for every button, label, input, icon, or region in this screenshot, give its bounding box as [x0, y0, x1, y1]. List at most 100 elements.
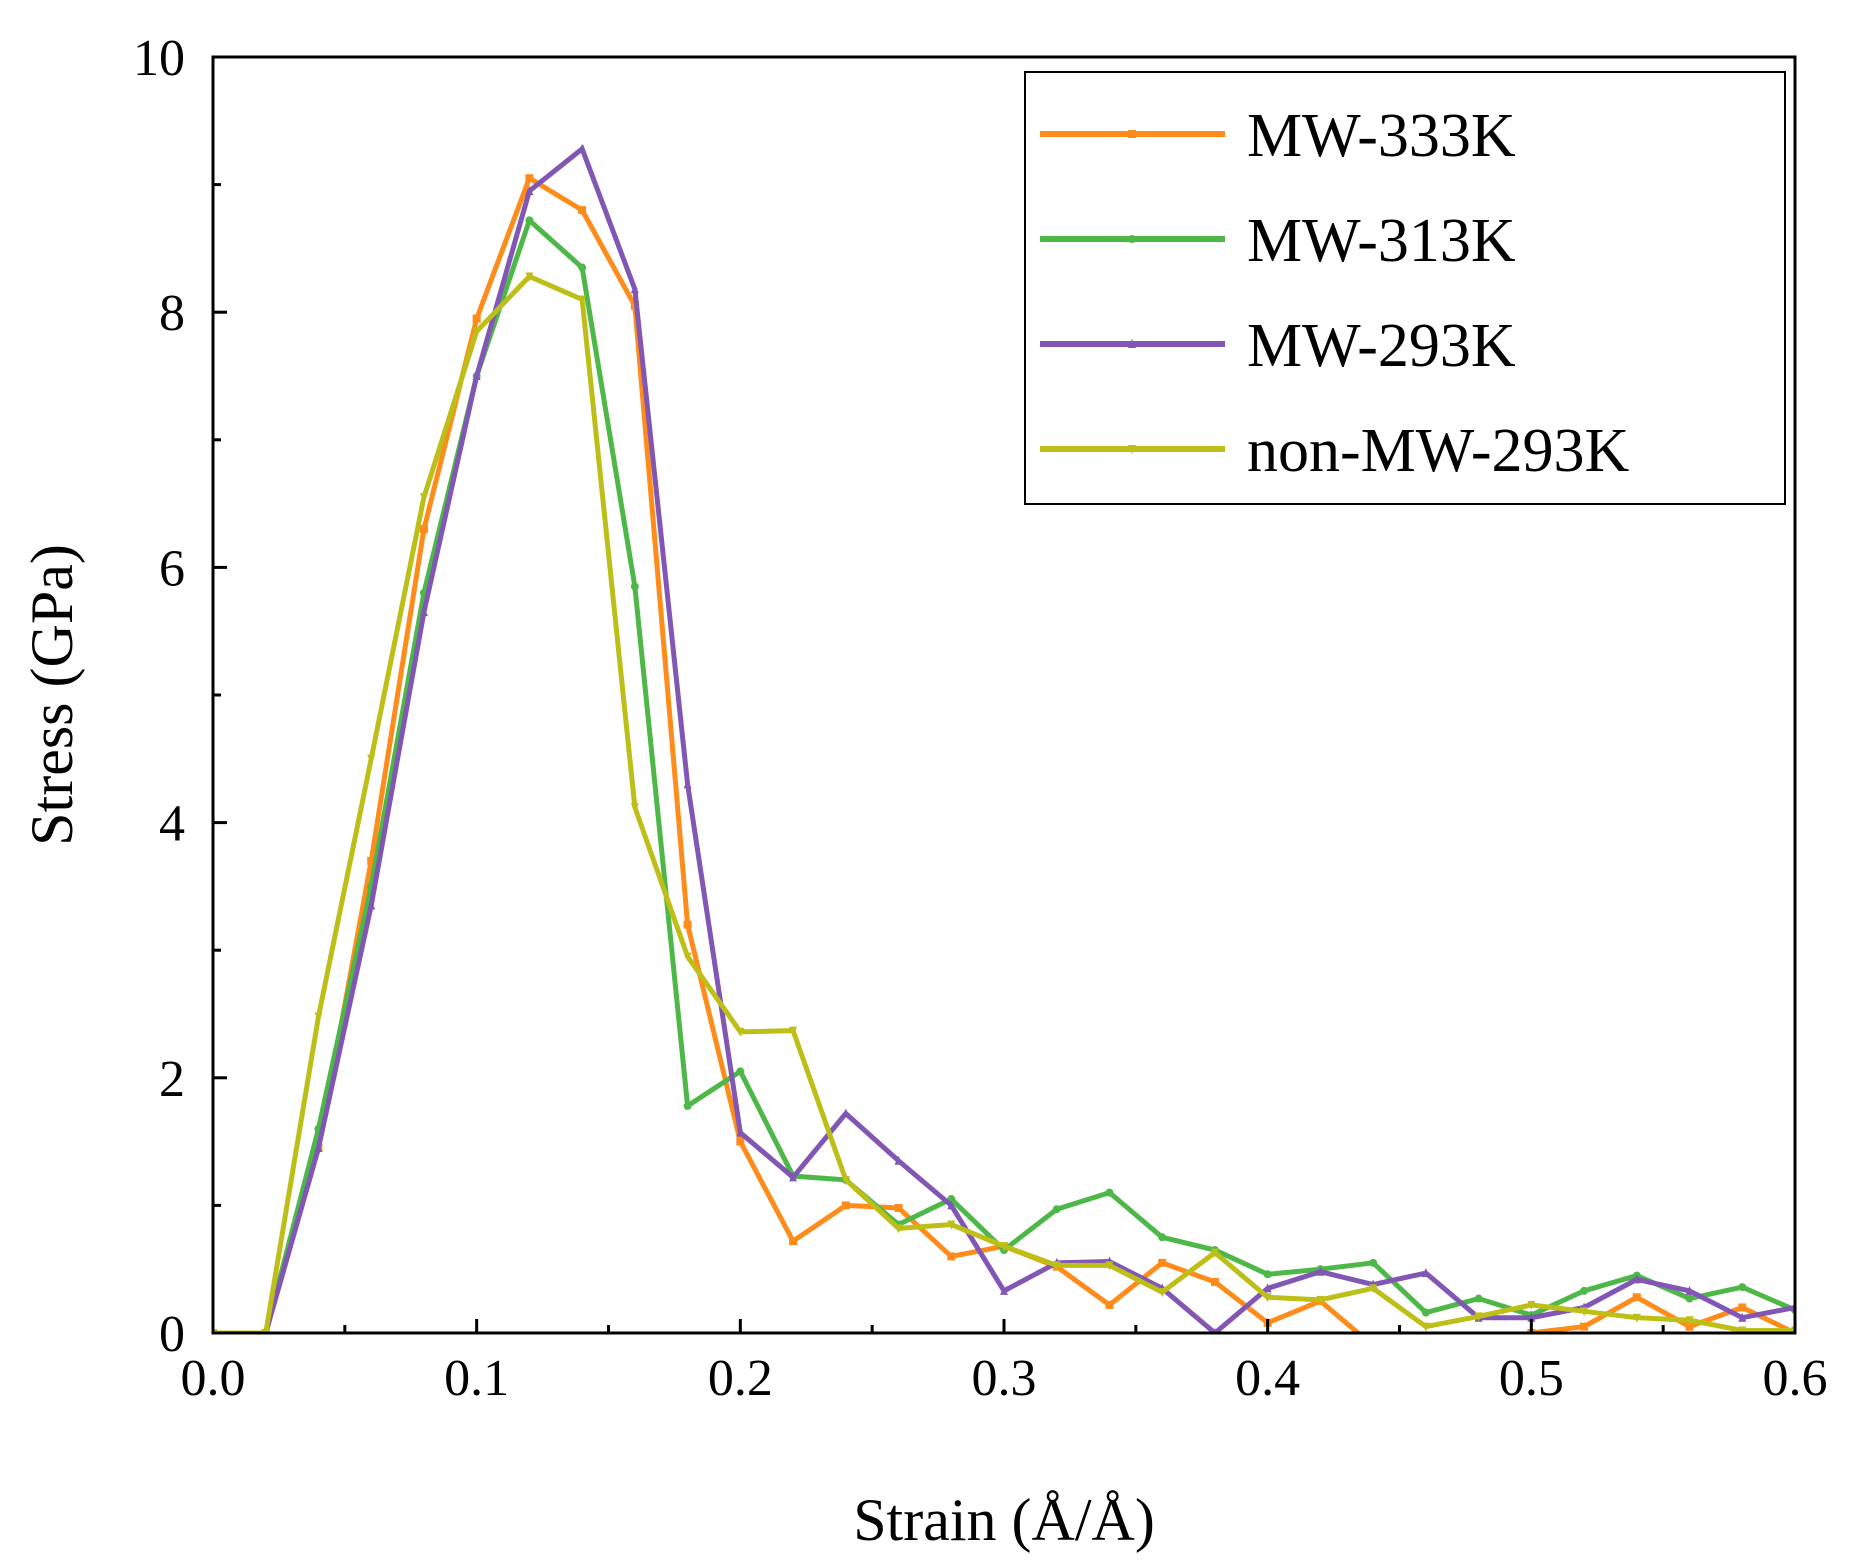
- data-point-non-mw-293k: [947, 1220, 956, 1230]
- data-point-mw-313k: [1158, 1233, 1167, 1242]
- data-point-mw-293k: [789, 1172, 798, 1182]
- data-point-non-mw-293k: [472, 327, 481, 337]
- data-point-non-mw-293k: [894, 1224, 903, 1234]
- data-point-non-mw-293k: [419, 493, 428, 503]
- data-point-mw-313k: [525, 216, 534, 225]
- data-point-mw-333k: [1580, 1322, 1589, 1331]
- data-point-mw-293k: [1316, 1266, 1325, 1276]
- data-point-mw-333k: [1685, 1322, 1694, 1331]
- data-point-mw-313k: [1580, 1286, 1589, 1295]
- data-point-mw-313k: [1369, 1258, 1378, 1267]
- data-point-mw-333k: [1422, 1355, 1430, 1363]
- data-point-mw-313k: [1738, 1283, 1747, 1292]
- data-point-mw-333k: [367, 856, 376, 865]
- x-tick-label: 0.5: [1499, 1350, 1564, 1407]
- data-point-non-mw-293k: [1052, 1261, 1061, 1271]
- data-point-non-mw-293k: [314, 1012, 323, 1022]
- data-point-non-mw-293k: [789, 1026, 798, 1036]
- data-point-mw-333k: [1210, 1277, 1219, 1286]
- x-tick-label: 0.4: [1235, 1350, 1300, 1407]
- data-point-mw-313k: [1263, 1270, 1272, 1279]
- data-point-mw-313k: [1474, 1294, 1483, 1303]
- data-point-non-mw-293k: [1738, 1326, 1747, 1333]
- data-point-non-mw-293k: [1580, 1307, 1589, 1317]
- data-point-mw-313k: [578, 263, 587, 272]
- data-point-mw-293k: [525, 185, 534, 195]
- legend-label-non-mw-293k: non-MW-293K: [1247, 417, 1630, 485]
- y-tick-label: 0: [159, 1306, 185, 1363]
- y-tick-label: 2: [159, 1051, 185, 1108]
- x-tick-label: 0.2: [708, 1350, 773, 1407]
- y-tick-label: 6: [159, 540, 185, 597]
- y-tick-label: 8: [159, 285, 185, 342]
- data-point-mw-313k: [736, 1067, 745, 1076]
- data-point-mw-333k: [683, 920, 692, 929]
- legend-marker-non-mw-293k: [1128, 445, 1136, 454]
- legend-label-mw-313k: MW-313K: [1247, 207, 1516, 275]
- y-tick-label: 10: [133, 30, 185, 87]
- data-point-non-mw-293k: [1685, 1316, 1694, 1326]
- y-tick-label: 4: [159, 796, 185, 853]
- data-point-mw-293k: [367, 900, 376, 910]
- legend-box: [1024, 71, 1786, 505]
- data-point-mw-333k: [525, 174, 534, 183]
- data-point-non-mw-293k: [736, 1027, 745, 1037]
- x-tick-label: 0.3: [972, 1350, 1037, 1407]
- legend-label-mw-333k: MW-333K: [1247, 102, 1516, 170]
- data-point-non-mw-293k: [1527, 1300, 1536, 1310]
- data-point-mw-293k: [1632, 1274, 1641, 1284]
- data-point-mw-293k: [1527, 1312, 1536, 1322]
- data-point-mw-293k: [630, 284, 639, 294]
- data-point-mw-293k: [578, 143, 587, 153]
- data-point-non-mw-293k: [367, 754, 376, 764]
- data-point-mw-313k: [1421, 1308, 1430, 1317]
- x-tick-label: 0.1: [444, 1350, 509, 1407]
- series-mw-293k: [213, 143, 1795, 1333]
- data-point-mw-333k: [1158, 1258, 1167, 1267]
- data-point-non-mw-293k: [1474, 1312, 1483, 1322]
- data-point-non-mw-293k: [1316, 1295, 1325, 1305]
- legend-marker-mw-293k: [1128, 339, 1136, 348]
- legend-marker-mw-313k: [1128, 235, 1136, 243]
- data-point-mw-313k: [630, 582, 639, 591]
- y-axis-title: Stress (GPa): [19, 544, 85, 846]
- data-point-mw-293k: [1738, 1312, 1747, 1322]
- data-point-mw-293k: [1685, 1285, 1694, 1295]
- data-point-mw-293k: [1000, 1285, 1008, 1295]
- data-point-mw-333k: [1738, 1303, 1747, 1312]
- data-point-non-mw-293k: [1369, 1284, 1378, 1294]
- data-point-mw-333k: [1632, 1293, 1641, 1302]
- data-point-non-mw-293k: [1105, 1261, 1114, 1271]
- data-point-mw-293k: [1263, 1283, 1272, 1293]
- data-point-mw-293k: [472, 371, 481, 380]
- data-point-mw-293k: [419, 607, 428, 617]
- data-point-non-mw-293k: [1000, 1242, 1008, 1252]
- data-point-non-mw-293k: [1421, 1322, 1430, 1332]
- data-point-non-mw-293k: [841, 1175, 850, 1185]
- data-point-non-mw-293k: [1263, 1293, 1272, 1303]
- x-tick-label: 0.0: [181, 1350, 246, 1407]
- series-layer: [213, 143, 1795, 1363]
- data-point-mw-293k: [736, 1127, 745, 1137]
- data-point-mw-333k: [472, 314, 481, 323]
- data-point-mw-333k: [1105, 1300, 1114, 1309]
- data-point-non-mw-293k: [578, 295, 587, 305]
- legend: MW-333K MW-313K MW-293K non-MW-293K: [1024, 71, 1786, 505]
- data-point-mw-333k: [1475, 1342, 1483, 1350]
- legend-label-mw-293k: MW-293K: [1247, 312, 1516, 380]
- data-point-mw-313k: [1052, 1205, 1061, 1214]
- data-point-mw-333k: [578, 206, 587, 215]
- data-point-mw-313k: [1105, 1188, 1114, 1197]
- data-point-mw-333k: [894, 1203, 903, 1212]
- data-point-mw-333k: [736, 1137, 745, 1146]
- data-point-mw-313k: [683, 1101, 692, 1110]
- data-point-non-mw-293k: [630, 803, 639, 813]
- data-point-mw-293k: [841, 1108, 850, 1118]
- legend-marker-mw-333k: [1128, 130, 1136, 138]
- data-point-mw-333k: [841, 1201, 850, 1210]
- x-tick-label: 0.6: [1763, 1350, 1828, 1407]
- data-point-mw-333k: [1369, 1342, 1377, 1350]
- ticks-layer: 0.0 0.1 0.2 0.3 0.4 0.5 0.6 0 2 4 6 8 10: [133, 30, 1828, 1407]
